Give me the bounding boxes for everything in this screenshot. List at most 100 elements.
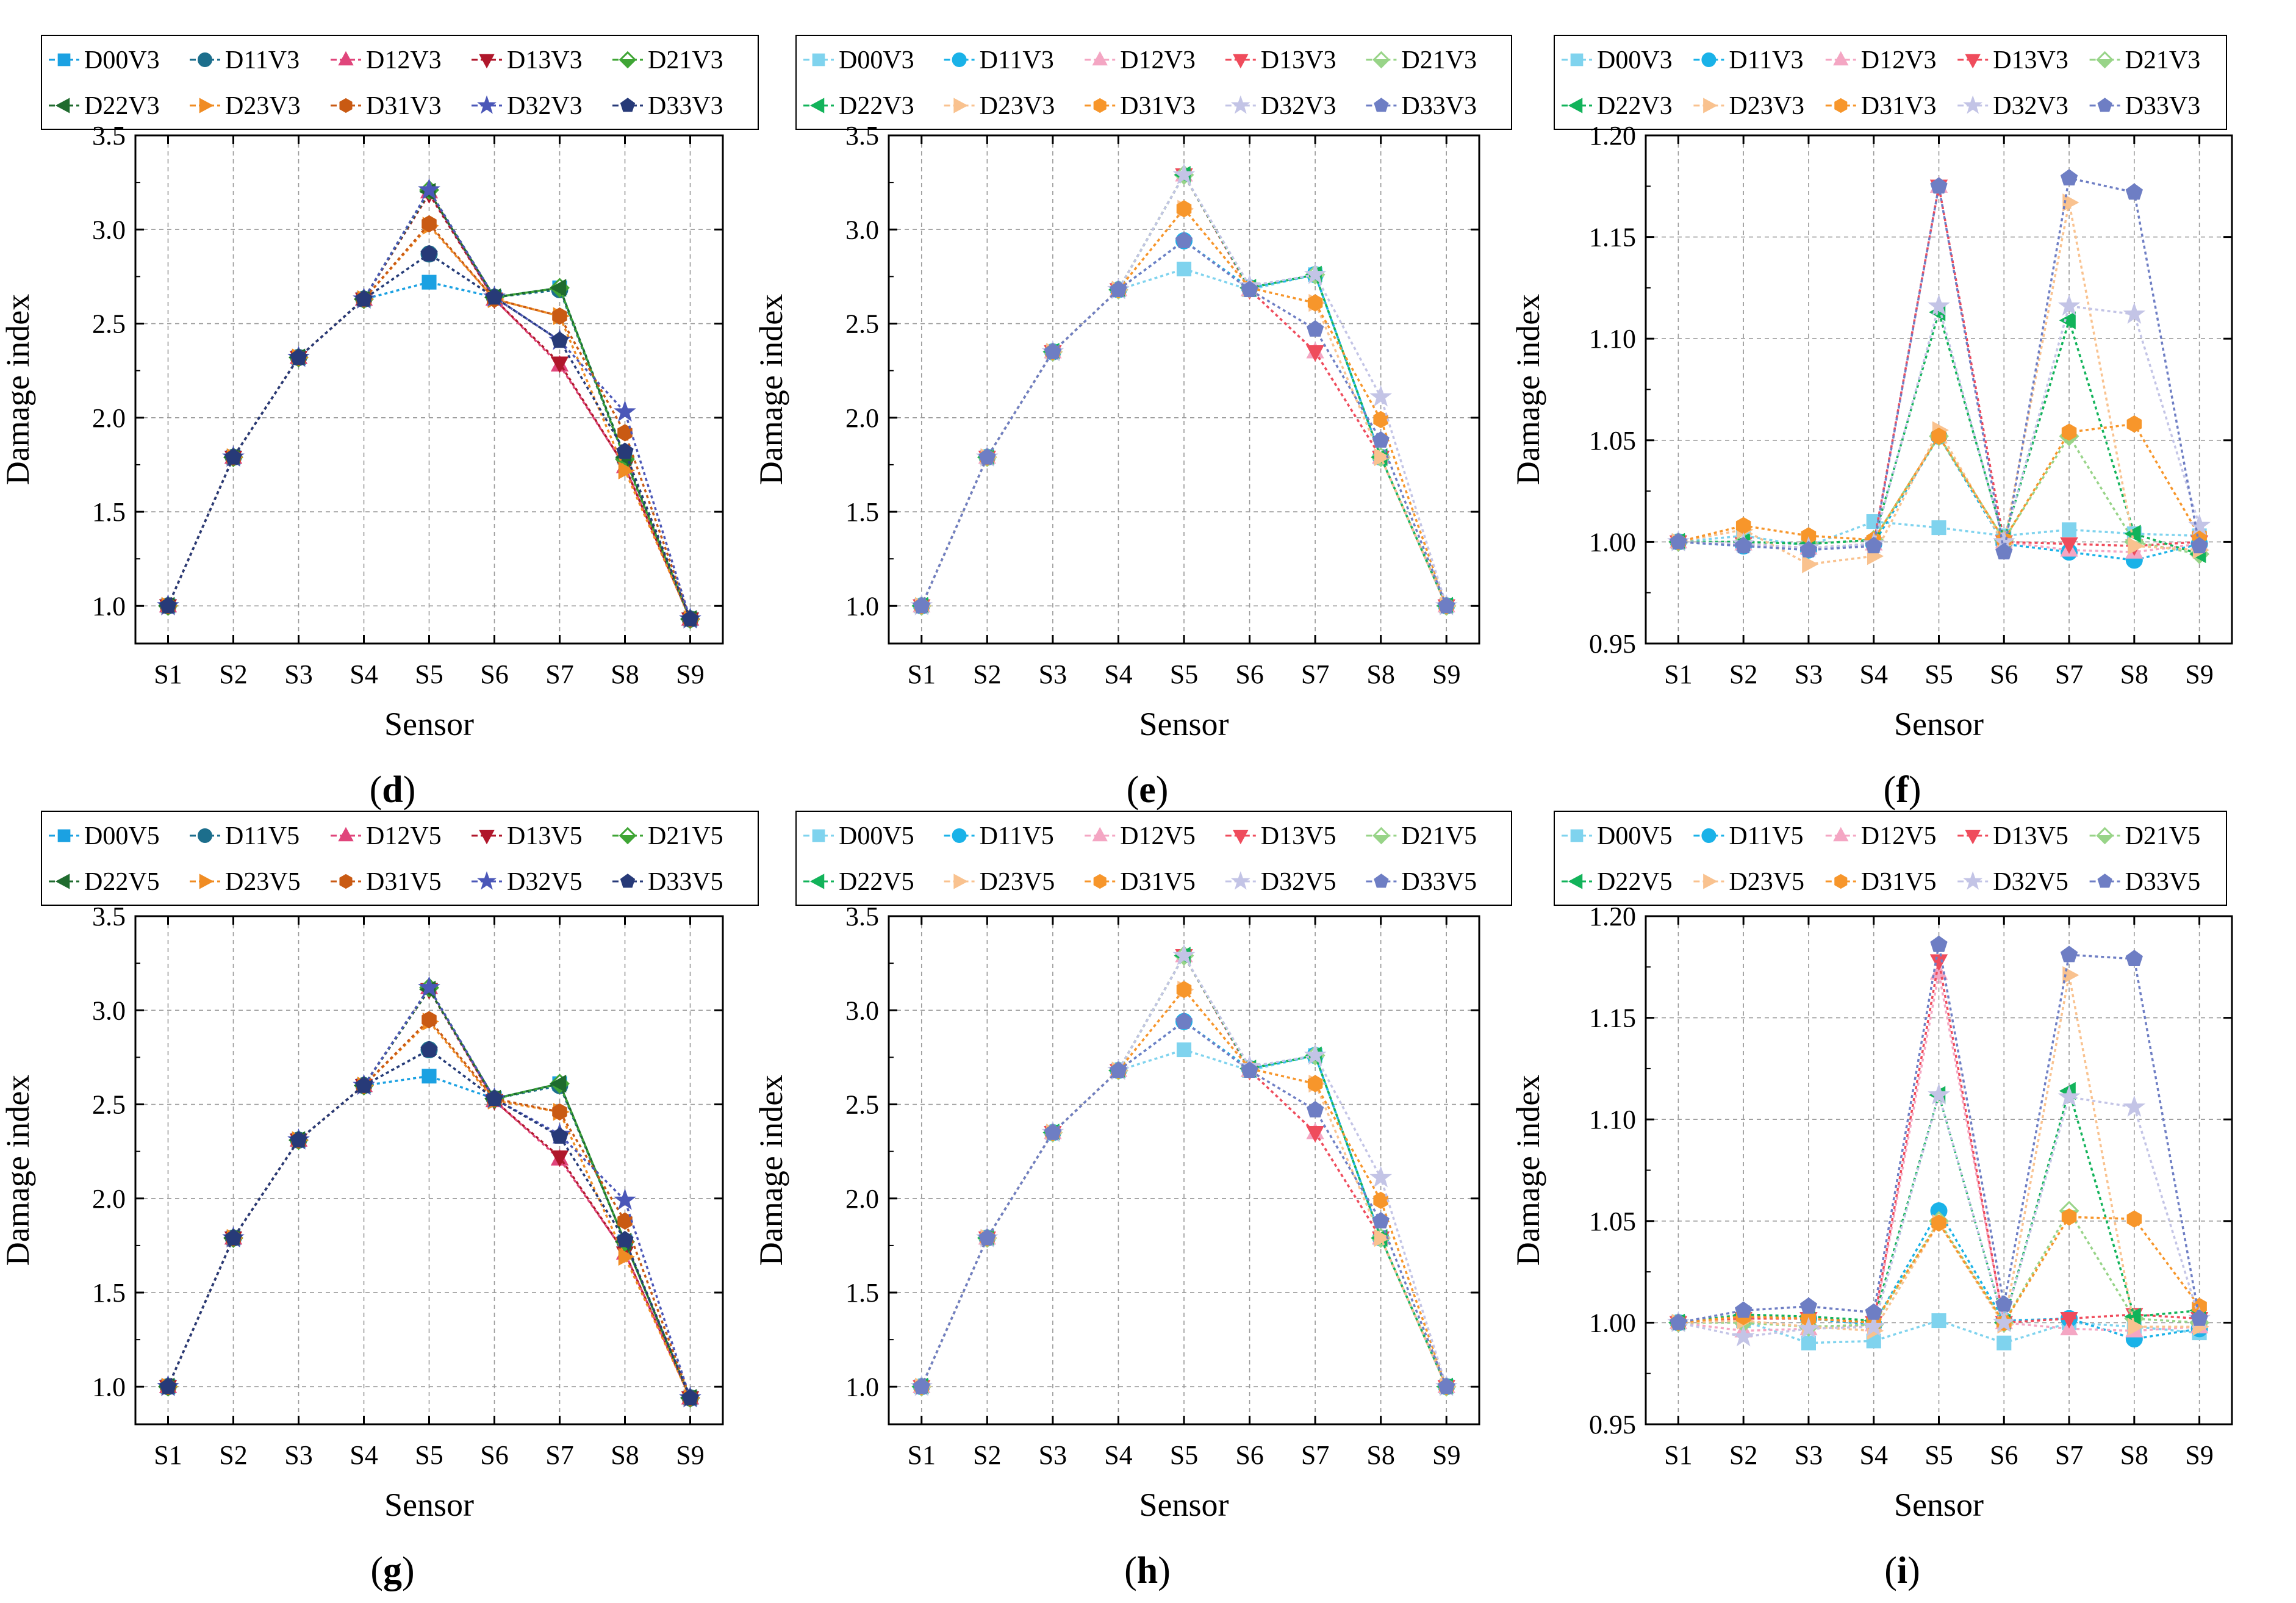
legend-label: D31V5	[1861, 868, 1937, 896]
data-point	[1304, 1044, 1327, 1065]
y-tick-label: 3.5	[92, 121, 126, 151]
data-point	[290, 1131, 307, 1148]
legend-item-d31v5: D31V5	[331, 868, 442, 896]
legend-label: D32V3	[1993, 92, 2068, 120]
data-point	[1176, 981, 1192, 999]
x-tick-label: S2	[1729, 1440, 1757, 1470]
legend-label: D31V3	[1861, 92, 1937, 120]
data-point	[1306, 345, 1324, 362]
legend-marker	[952, 52, 967, 67]
legend-item-d13v5: D13V5	[1225, 822, 1336, 850]
data-point	[2123, 1095, 2146, 1117]
data-point	[1931, 427, 1946, 445]
legend-marker	[55, 98, 70, 113]
legend-item-d22v5: D22V5	[1562, 868, 1673, 896]
x-tick-label: S6	[480, 1440, 508, 1470]
data-point	[1670, 1313, 1687, 1330]
data-point	[1995, 543, 2013, 560]
data-point	[1374, 1228, 1391, 1247]
grid	[1646, 135, 2232, 644]
panel-label: (d)	[370, 769, 416, 811]
x-tick-label: S7	[545, 659, 573, 689]
data-point	[550, 356, 569, 373]
legend-item-d00v3: D00V3	[49, 46, 160, 74]
data-point	[1799, 1297, 1818, 1314]
legend-marker	[55, 873, 70, 889]
data-point	[1369, 385, 1393, 407]
grid	[135, 135, 723, 644]
y-tick-label: 3.0	[845, 995, 879, 1025]
panel-e: D00V3 D11V3 D12V3 D13V3 D21V3 D22V3 D23V3 D31V3…	[753, 35, 1512, 811]
series-line	[1678, 1216, 2201, 1325]
legend-marker	[199, 98, 214, 113]
x-tick-label: S4	[350, 659, 378, 689]
data-point	[1306, 1100, 1324, 1117]
legend-item-d33v3: D33V3	[2089, 92, 2200, 120]
data-point	[2060, 169, 2078, 186]
data-point	[2128, 1318, 2145, 1336]
x-tick-label: S4	[1104, 1440, 1132, 1470]
legend-marker	[479, 830, 495, 845]
legend-item-d21v5: D21V5	[612, 822, 723, 850]
legend-label: D11V3	[1729, 46, 1803, 74]
x-tick-label: S1	[154, 1440, 182, 1470]
legend-label: D32V5	[507, 868, 583, 896]
x-axis-title: Sensor	[1894, 706, 1984, 742]
data-point	[1307, 1075, 1323, 1092]
data-point	[1176, 261, 1192, 277]
data-point	[1799, 540, 1818, 558]
legend-marker	[1703, 98, 1718, 113]
legend-item-d21v3: D21V3	[2089, 46, 2200, 74]
legend-marker	[57, 829, 71, 842]
data-point	[1306, 1126, 1324, 1143]
legend-marker	[57, 53, 71, 66]
legend-label: D12V3	[1861, 46, 1937, 74]
y-tick-label: 2.0	[845, 1184, 879, 1214]
series-line	[1678, 308, 2200, 556]
legend-marker	[809, 98, 825, 113]
series-line	[167, 281, 692, 620]
series-line	[1678, 972, 2200, 1332]
data-point	[1241, 281, 1258, 298]
series-line	[1678, 1091, 2201, 1338]
x-tick-label: S3	[284, 1440, 312, 1470]
data-point	[1172, 163, 1196, 185]
legend-item-d00v5: D00V5	[1562, 822, 1673, 850]
panel-label: (h)	[1124, 1550, 1171, 1591]
legend-item-d21v5: D21V5	[1366, 822, 1477, 850]
x-tick-label: S7	[2055, 659, 2083, 689]
data-point	[1995, 1295, 2013, 1312]
legend-item-d31v3: D31V3	[1085, 92, 1196, 120]
data-point	[1044, 1123, 1062, 1140]
data-point	[616, 1230, 634, 1247]
y-tick-label: 1.0	[92, 591, 126, 621]
data-point	[551, 331, 569, 348]
x-tick-label: S1	[154, 659, 182, 689]
data-point	[2059, 311, 2076, 329]
x-tick-label: S3	[1795, 659, 1823, 689]
series-line	[1678, 975, 2200, 1332]
data-point	[486, 288, 503, 305]
legend-label: D21V5	[648, 822, 723, 850]
data-point	[618, 1247, 635, 1266]
data-point	[1306, 320, 1324, 337]
legend-label: D21V5	[2125, 822, 2201, 850]
data-point	[2062, 193, 2079, 212]
y-tick-label: 1.00	[1589, 527, 1636, 557]
legend-item-d13v3: D13V3	[1957, 46, 2068, 74]
legend-label: D23V5	[980, 868, 1055, 896]
legend-label: D13V3	[1261, 46, 1336, 74]
data-point	[1797, 1317, 1820, 1339]
data-point	[486, 1089, 503, 1106]
data-point	[1801, 1335, 1816, 1350]
data-point	[1930, 935, 1948, 952]
legend-label: D11V5	[980, 822, 1054, 850]
legend-marker	[1703, 873, 1718, 889]
legend-item-d32v5: D32V5	[472, 868, 583, 896]
legend-label: D13V5	[1993, 822, 2068, 850]
legend-marker	[1965, 830, 1981, 845]
y-axis-title: Damage index	[1510, 1075, 1546, 1266]
legend-label: D33V3	[648, 92, 723, 120]
data-point	[1372, 431, 1390, 448]
legend-item-d32v5: D32V5	[1957, 868, 2068, 896]
